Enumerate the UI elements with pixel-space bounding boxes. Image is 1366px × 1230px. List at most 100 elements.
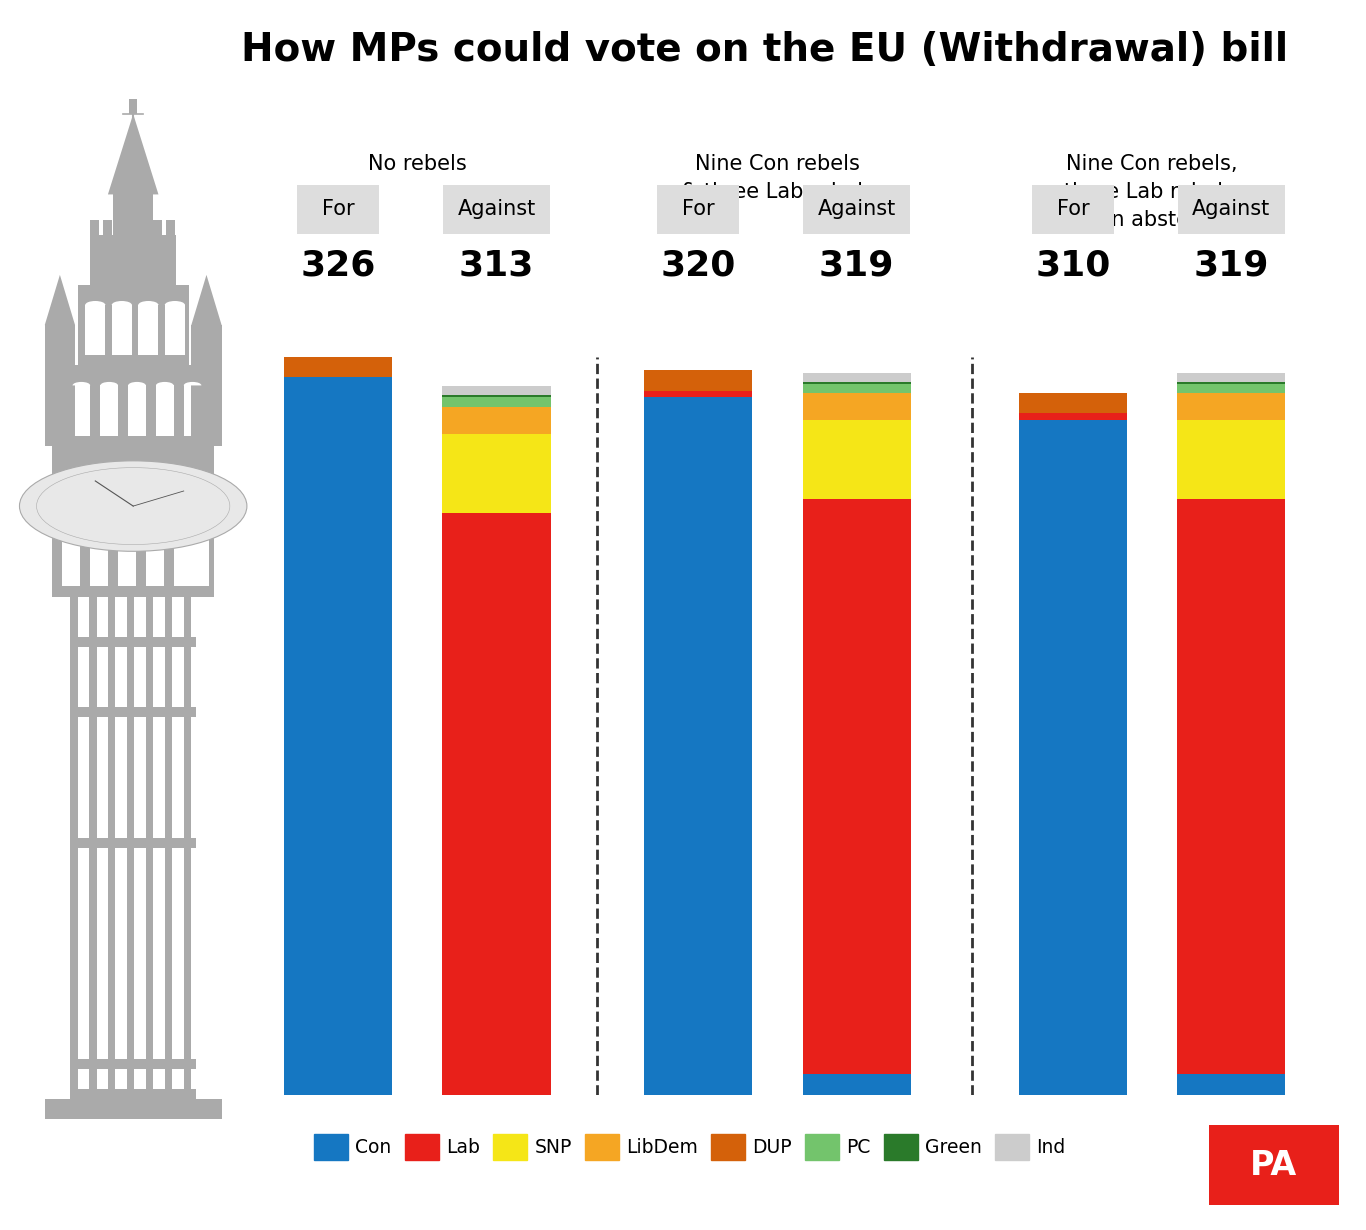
- Bar: [78, 1028, 89, 1059]
- Text: 313: 313: [459, 248, 534, 283]
- Bar: [116, 847, 127, 878]
- Text: 319: 319: [1194, 248, 1269, 283]
- Bar: [172, 1069, 183, 1089]
- Bar: [90, 486, 108, 587]
- Bar: [172, 676, 183, 707]
- Text: Nine Con rebels
& three Lab rebels: Nine Con rebels & three Lab rebels: [682, 154, 874, 202]
- Wedge shape: [100, 383, 117, 385]
- Bar: [645, 391, 753, 397]
- Bar: [78, 1069, 89, 1089]
- Bar: [134, 999, 146, 1028]
- Bar: [134, 878, 146, 908]
- Bar: [191, 938, 202, 968]
- Bar: [153, 938, 165, 968]
- Bar: [645, 370, 753, 391]
- Bar: [803, 1074, 911, 1095]
- Bar: [116, 938, 127, 968]
- Bar: [134, 777, 146, 808]
- Bar: [52, 445, 214, 597]
- Polygon shape: [108, 114, 158, 194]
- Bar: [153, 968, 165, 999]
- Bar: [153, 647, 165, 676]
- Bar: [172, 647, 183, 676]
- Bar: [191, 908, 202, 938]
- Bar: [78, 908, 89, 938]
- Bar: [191, 597, 202, 637]
- Wedge shape: [128, 383, 146, 385]
- Text: For: For: [682, 199, 714, 219]
- Bar: [206, 325, 213, 355]
- Bar: [78, 676, 89, 707]
- Bar: [116, 220, 124, 240]
- Bar: [191, 676, 202, 707]
- Bar: [97, 748, 108, 777]
- Bar: [97, 808, 108, 838]
- Bar: [153, 676, 165, 707]
- Bar: [191, 717, 202, 748]
- Bar: [1177, 499, 1285, 1074]
- Bar: [63, 486, 81, 587]
- Bar: [172, 847, 183, 878]
- Bar: [191, 486, 209, 587]
- Bar: [284, 357, 392, 378]
- Bar: [191, 1069, 202, 1089]
- Bar: [102, 220, 112, 240]
- Bar: [116, 748, 127, 777]
- Wedge shape: [112, 301, 133, 305]
- Bar: [60, 325, 66, 355]
- Bar: [803, 421, 911, 499]
- Bar: [134, 748, 146, 777]
- Legend: Con, Lab, SNP, LibDem, DUP, PC, Green, Ind: Con, Lab, SNP, LibDem, DUP, PC, Green, I…: [306, 1127, 1074, 1167]
- Bar: [172, 968, 183, 999]
- Bar: [1019, 421, 1127, 1095]
- Bar: [78, 597, 89, 637]
- Bar: [1177, 381, 1285, 384]
- Bar: [97, 1069, 108, 1089]
- Bar: [72, 385, 90, 435]
- Bar: [443, 434, 550, 513]
- Text: 326: 326: [301, 248, 376, 283]
- Bar: [78, 285, 189, 365]
- Polygon shape: [191, 274, 221, 325]
- Bar: [191, 325, 221, 445]
- Bar: [45, 1100, 221, 1119]
- Bar: [66, 365, 201, 445]
- Bar: [165, 305, 184, 355]
- Wedge shape: [165, 301, 184, 305]
- Bar: [153, 847, 165, 878]
- Bar: [1177, 373, 1285, 381]
- Bar: [191, 748, 202, 777]
- Bar: [128, 385, 146, 435]
- Bar: [1177, 384, 1285, 392]
- Bar: [134, 597, 146, 637]
- Bar: [443, 513, 550, 1095]
- Bar: [172, 938, 183, 968]
- Bar: [1177, 421, 1285, 499]
- Bar: [138, 305, 158, 355]
- Bar: [153, 1069, 165, 1089]
- Bar: [191, 808, 202, 838]
- Bar: [45, 325, 75, 445]
- Text: 319: 319: [820, 248, 895, 283]
- Bar: [130, 98, 137, 114]
- Bar: [134, 717, 146, 748]
- Bar: [146, 486, 164, 587]
- Bar: [116, 717, 127, 748]
- Wedge shape: [85, 301, 105, 305]
- Bar: [97, 676, 108, 707]
- Bar: [97, 878, 108, 908]
- Text: No rebels: No rebels: [367, 154, 467, 173]
- Bar: [443, 395, 550, 397]
- Circle shape: [19, 461, 247, 551]
- Bar: [116, 908, 127, 938]
- Bar: [153, 908, 165, 938]
- Bar: [803, 373, 911, 381]
- Bar: [78, 647, 89, 676]
- Bar: [172, 808, 183, 838]
- Bar: [116, 1028, 127, 1059]
- Polygon shape: [45, 274, 75, 325]
- Bar: [116, 597, 127, 637]
- Bar: [97, 908, 108, 938]
- Bar: [167, 220, 175, 240]
- Bar: [172, 597, 183, 637]
